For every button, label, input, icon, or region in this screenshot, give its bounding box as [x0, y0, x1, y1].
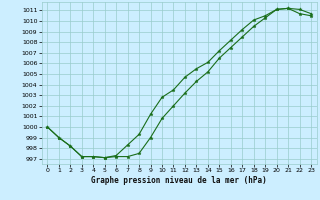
X-axis label: Graphe pression niveau de la mer (hPa): Graphe pression niveau de la mer (hPa) [91, 176, 267, 185]
